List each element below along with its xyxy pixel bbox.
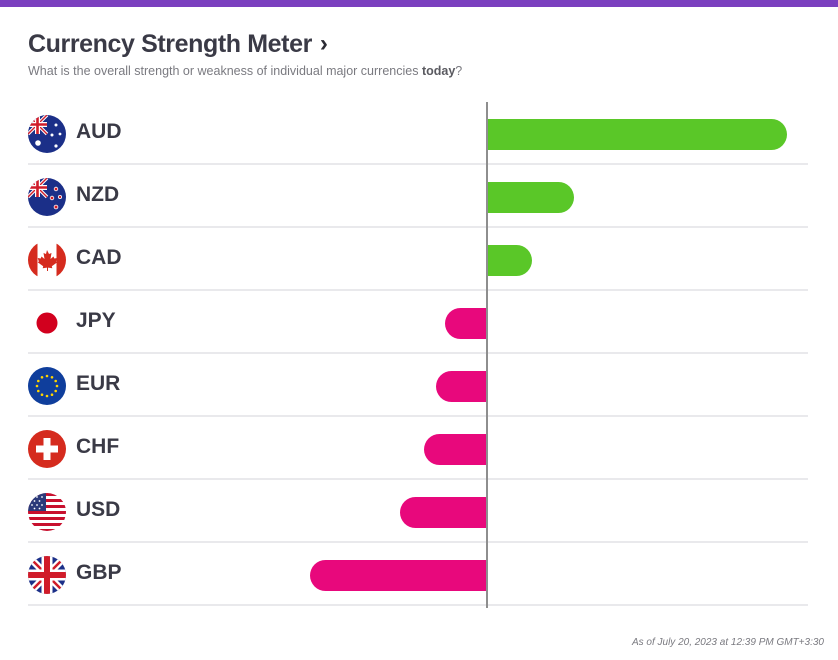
currency-code: GBP (76, 561, 122, 584)
canada-flag-icon (28, 241, 66, 279)
page-title-link[interactable]: Currency Strength Meter › (28, 28, 328, 60)
new-zealand-flag-icon (28, 178, 66, 216)
currency-code: CHF (76, 435, 120, 458)
currency-code: EUR (76, 372, 121, 395)
row-divider (28, 541, 808, 543)
strength-bar-jpy (445, 308, 487, 339)
subtitle-bold: today (421, 64, 456, 78)
row-divider (28, 604, 808, 606)
page-title: Currency Strength Meter (28, 29, 312, 58)
currency-code: JPY (76, 309, 116, 332)
currency-row: GBP (28, 543, 808, 606)
currency-code: NZD (76, 183, 120, 206)
zero-axis-line (486, 102, 488, 608)
japan-flag-icon (28, 304, 66, 342)
currency-row: EUR (28, 354, 808, 417)
strength-bar-eur (436, 371, 487, 402)
row-divider (28, 226, 808, 228)
strength-bar-aud (487, 119, 787, 150)
currency-code: AUD (76, 120, 122, 143)
australia-flag-icon (28, 115, 66, 153)
strength-bar-gbp (310, 560, 487, 591)
chevron-right-icon: › (319, 30, 328, 57)
uk-flag-icon (28, 556, 66, 594)
eu-flag-icon (28, 367, 66, 405)
row-divider (28, 289, 808, 291)
subtitle-text: What is the overall strength or weakness… (28, 64, 422, 78)
currency-row: JPY (28, 291, 808, 354)
currency-code: USD (76, 498, 121, 521)
row-divider (28, 478, 808, 480)
strength-chart: AUD NZD CAD JPY EUR CHF USD GBP (28, 102, 808, 608)
usa-flag-icon (28, 493, 66, 531)
currency-row: CHF (28, 417, 808, 480)
top-accent-bar (0, 0, 838, 7)
timestamp: As of July 20, 2023 at 12:39 PM GMT+3:30 (631, 637, 824, 648)
strength-bar-nzd (487, 182, 574, 213)
currency-code: CAD (76, 246, 122, 269)
currency-row: NZD (28, 165, 808, 228)
switzerland-flag-icon (28, 430, 66, 468)
subtitle-suffix: ? (455, 64, 463, 78)
currency-row: CAD (28, 228, 808, 291)
row-divider (28, 415, 808, 417)
row-divider (28, 352, 808, 354)
strength-bar-cad (487, 245, 532, 276)
currency-row: USD (28, 480, 808, 543)
strength-bar-usd (400, 497, 487, 528)
currency-row: AUD (28, 102, 808, 165)
subtitle: What is the overall strength or weakness… (28, 64, 462, 78)
strength-bar-chf (424, 434, 487, 465)
row-divider (28, 163, 808, 165)
